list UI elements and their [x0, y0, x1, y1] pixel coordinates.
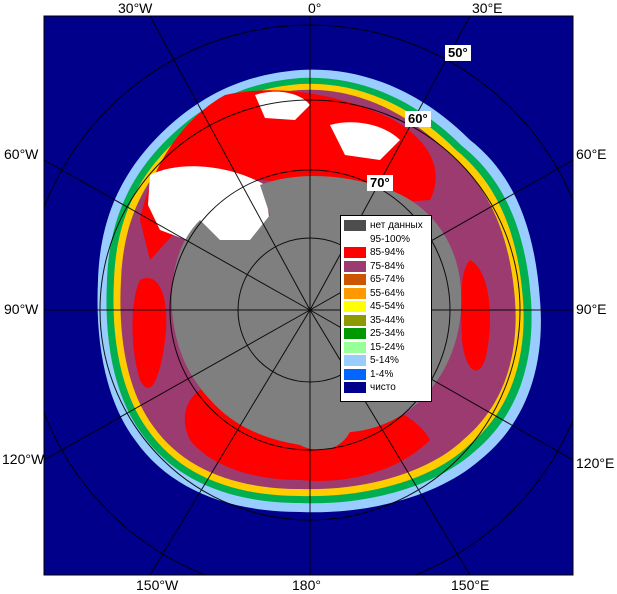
- legend-swatch: [344, 233, 366, 245]
- legend-swatch: [344, 260, 366, 272]
- legend-item: нет данных: [344, 219, 428, 233]
- legend-item: 35-44%: [344, 314, 428, 328]
- legend-swatch: [344, 220, 366, 232]
- legend-label: 65-74%: [370, 274, 405, 286]
- lat-label-60: 60°: [405, 111, 431, 127]
- lon-label-right-2: 120°E: [576, 455, 615, 471]
- legend-item: 65-74%: [344, 273, 428, 287]
- legend-label: нет данных: [370, 220, 423, 232]
- legend-item: 55-64%: [344, 287, 428, 301]
- legend-item: 95-100%: [344, 233, 428, 247]
- legend-item: 45-54%: [344, 300, 428, 314]
- ice-95-100-east: [330, 122, 400, 160]
- legend-item: 5-14%: [344, 354, 428, 368]
- graticule: [44, 16, 573, 575]
- legend-swatch: [344, 328, 366, 340]
- legend-label: 75-84%: [370, 260, 405, 272]
- legend-label: 45-54%: [370, 301, 405, 313]
- legend-label: 5-14%: [370, 355, 399, 367]
- legend-item: 15-24%: [344, 341, 428, 355]
- legend-label: 15-24%: [370, 341, 405, 353]
- legend-item: чисто: [344, 381, 428, 395]
- lat-label-50: 50°: [445, 45, 471, 61]
- lon-label-bottom-2: 150°E: [451, 577, 490, 593]
- legend-swatch: [344, 368, 366, 380]
- lon-label-right-1: 90°E: [576, 301, 607, 317]
- legend-item: 1-4%: [344, 368, 428, 382]
- concentration-legend: нет данных 95-100% 85-94% 75-84% 65-74% 55-64…: [340, 215, 432, 402]
- ice-85-94-east: [460, 260, 490, 371]
- lon-label-bottom-0: 150°W: [136, 577, 179, 593]
- legend-swatch: [344, 382, 366, 394]
- lon-label-left-2: 120°W: [2, 451, 45, 467]
- legend-swatch: [344, 274, 366, 286]
- legend-item: 75-84%: [344, 260, 428, 274]
- legend-swatch: [344, 314, 366, 326]
- lon-label-top-1: 0°: [308, 0, 322, 16]
- legend-label: 35-44%: [370, 314, 405, 326]
- legend-item: 85-94%: [344, 246, 428, 260]
- legend-swatch: [344, 355, 366, 367]
- lon-label-right-0: 60°E: [576, 146, 607, 162]
- ice-95-100-weddell: [148, 166, 270, 250]
- legend-label: 25-34%: [370, 328, 405, 340]
- legend-swatch: [344, 287, 366, 299]
- lon-label-left-1: 90°W: [4, 301, 39, 317]
- lon-label-top-2: 30°E: [472, 0, 503, 16]
- legend-label: 55-64%: [370, 287, 405, 299]
- ice-95-100-north: [255, 91, 310, 120]
- ice-85-94-west: [132, 278, 167, 388]
- legend-swatch: [344, 301, 366, 313]
- lat-label-70: 70°: [367, 175, 393, 191]
- lon-label-bottom-1: 180°: [292, 577, 321, 593]
- legend-swatch: [344, 341, 366, 353]
- legend-label: 1-4%: [370, 368, 394, 380]
- legend-swatch: [344, 247, 366, 259]
- map-frame: [43, 15, 574, 576]
- lon-label-left-0: 60°W: [4, 146, 39, 162]
- legend-label: 95-100%: [370, 233, 411, 245]
- legend-label: 85-94%: [370, 247, 405, 259]
- legend-label: чисто: [370, 382, 396, 394]
- lon-label-top-0: 30°W: [118, 0, 153, 16]
- legend-item: 25-34%: [344, 327, 428, 341]
